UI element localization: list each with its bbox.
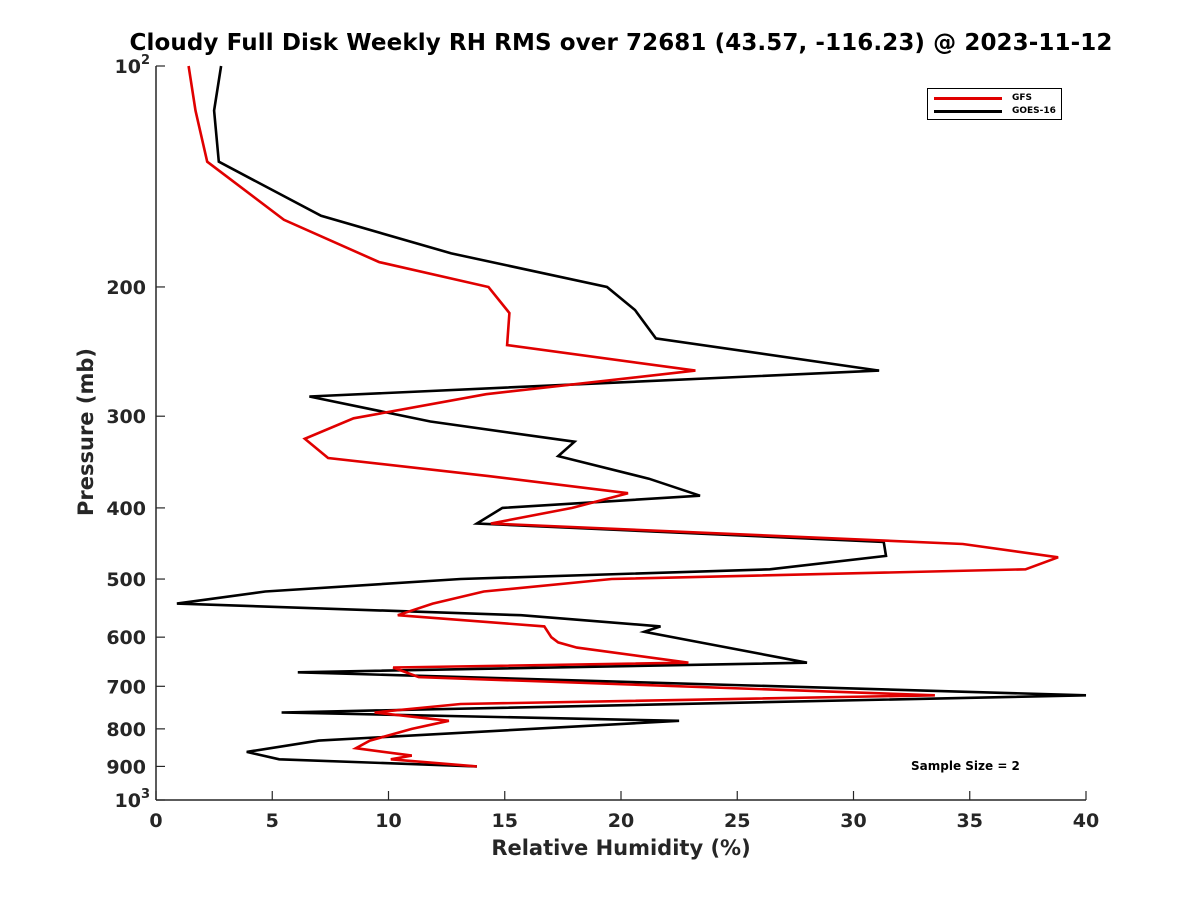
x-tick-label: 25	[724, 810, 750, 832]
x-tick-label: 35	[957, 810, 983, 832]
y-tick-label-exponent: 3	[141, 787, 150, 802]
legend-item-goes16: GOES-16	[934, 105, 1059, 117]
y-tick-label: 700	[106, 676, 146, 698]
x-tick-label: 0	[149, 810, 162, 832]
chart-title: Cloudy Full Disk Weekly RH RMS over 7268…	[129, 30, 1113, 56]
legend-label-gfs: GFS	[1012, 93, 1033, 103]
legend-swatch-goes16	[934, 110, 1002, 113]
series-line-goes16	[176, 65, 1087, 768]
sample-size-annotation: Sample Size = 2	[911, 759, 1020, 773]
x-tick-label: 10	[375, 810, 401, 832]
y-tick-label: 500	[106, 569, 146, 591]
y-tick-label-base: 10	[115, 56, 141, 78]
y-tick-label: 800	[106, 719, 146, 741]
y-axis-label: Pressure (mb)	[74, 348, 98, 516]
y-tick-label: 103	[115, 787, 151, 812]
x-tick-label: 5	[266, 810, 279, 832]
axes: 0 5 10 15 20 25 30 35 40102200300400500600700800…	[106, 53, 1099, 832]
y-tick-label-base: 10	[115, 790, 141, 812]
y-tick-label: 400	[106, 498, 146, 520]
series-layer	[176, 65, 1087, 768]
x-axis-label: Relative Humidity (%)	[491, 836, 751, 860]
x-tick-label: 30	[840, 810, 866, 832]
y-tick-label: 200	[106, 277, 146, 299]
x-tick-label: 40	[1073, 810, 1099, 832]
y-tick-label-exponent: 2	[141, 53, 150, 68]
legend-swatch-gfs	[934, 97, 1002, 100]
x-tick-label: 20	[608, 810, 634, 832]
y-tick-label: 900	[106, 756, 146, 778]
y-tick-label: 600	[106, 627, 146, 649]
legend-item-gfs: GFS	[934, 92, 1059, 104]
x-tick-label: 15	[492, 810, 518, 832]
legend: GFS GOES-16	[927, 88, 1062, 120]
y-tick-label: 102	[115, 53, 151, 78]
legend-label-goes16: GOES-16	[1012, 106, 1056, 116]
y-tick-label: 300	[106, 406, 146, 428]
series-line-gfs	[187, 65, 1059, 768]
